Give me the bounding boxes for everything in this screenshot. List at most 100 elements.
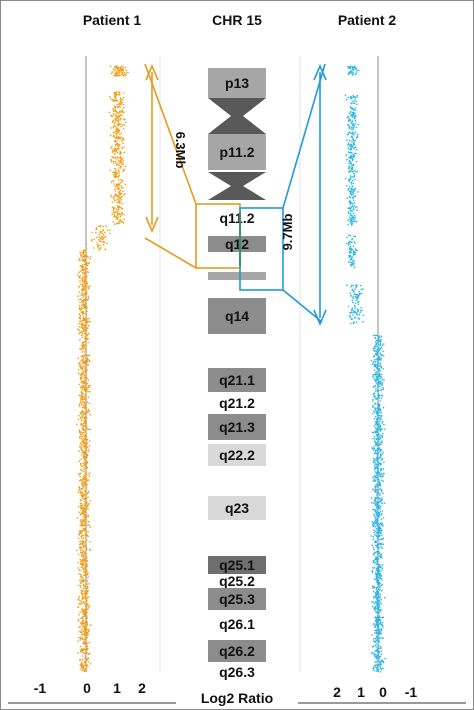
probe-point	[352, 314, 354, 316]
probe-point	[79, 645, 82, 648]
probe-point	[87, 288, 90, 290]
probe-point	[85, 539, 88, 542]
probe-point	[376, 531, 378, 533]
probe-point	[79, 317, 82, 320]
probe-point	[345, 242, 348, 245]
probe-point	[381, 660, 384, 663]
probe-point	[378, 659, 380, 661]
probe-point	[116, 187, 119, 190]
probe-point	[84, 302, 86, 304]
probe-point	[81, 451, 83, 454]
probe-point	[77, 598, 80, 601]
probe-point	[78, 613, 80, 616]
probe-point	[78, 431, 81, 433]
probe-point	[382, 474, 384, 476]
probe-point	[352, 296, 354, 298]
probe-point	[84, 528, 87, 530]
probe-point	[376, 418, 378, 420]
probe-point	[88, 630, 90, 632]
probe-point	[353, 195, 356, 198]
probe-point	[86, 428, 89, 430]
probe-point	[118, 186, 120, 188]
probe-point	[98, 249, 100, 251]
probe-point	[345, 185, 348, 187]
probe-point	[381, 622, 384, 624]
probe-point	[84, 465, 87, 468]
probe-point	[123, 74, 125, 76]
probe-point	[376, 579, 378, 582]
probe-point	[115, 162, 117, 165]
probe-point	[80, 366, 82, 369]
probe-point	[350, 144, 353, 147]
probe-point	[86, 401, 89, 404]
probe-point	[116, 163, 119, 166]
probe-point	[380, 411, 382, 413]
patient-1-scatter	[75, 65, 129, 673]
probe-point	[380, 650, 383, 652]
probe-point	[379, 453, 382, 456]
probe-point	[81, 555, 84, 557]
axis-tick-label: 1	[113, 680, 121, 696]
probe-point	[377, 628, 380, 630]
probe-point	[120, 65, 123, 68]
probe-point	[83, 351, 85, 353]
probe-point	[381, 567, 384, 569]
probe-point	[376, 460, 379, 462]
probe-point	[382, 388, 385, 391]
probe-point	[376, 483, 379, 486]
probe-point	[115, 150, 117, 152]
probe-point	[77, 372, 80, 375]
probe-point	[85, 520, 87, 522]
probe-point	[121, 124, 124, 126]
probe-point	[83, 441, 86, 444]
probe-point	[379, 455, 382, 458]
probe-point	[82, 347, 85, 350]
band-shape	[208, 68, 266, 98]
probe-point	[119, 189, 122, 192]
probe-point	[85, 563, 88, 566]
probe-point	[114, 199, 117, 201]
probe-point	[78, 394, 81, 397]
probe-point	[85, 549, 88, 551]
probe-point	[85, 472, 87, 475]
probe-point	[81, 512, 83, 515]
probe-point	[350, 170, 352, 172]
chromosome-band: q25.2	[219, 573, 255, 589]
probe-point	[88, 652, 91, 655]
probe-point	[373, 447, 376, 450]
probe-point	[377, 558, 380, 560]
probe-point	[382, 616, 385, 619]
probe-point	[84, 574, 86, 576]
probe-point	[83, 396, 85, 398]
probe-point	[84, 423, 87, 425]
probe-point	[377, 637, 380, 639]
probe-point	[85, 262, 87, 265]
probe-point	[120, 117, 122, 120]
probe-point	[116, 151, 119, 154]
probe-point	[372, 522, 375, 524]
probe-point	[114, 195, 116, 198]
probe-point	[81, 631, 83, 633]
probe-point	[83, 341, 85, 344]
probe-point	[84, 608, 86, 611]
patient-2-size-label: 9.7Mb	[280, 214, 295, 251]
probe-point	[80, 560, 82, 563]
probe-point	[375, 521, 378, 523]
band-label: p13	[225, 75, 249, 91]
probe-point	[81, 256, 84, 259]
probe-point	[82, 363, 84, 365]
probe-point	[80, 537, 83, 539]
probe-point	[79, 664, 81, 666]
probe-point	[82, 322, 84, 324]
probe-point	[118, 137, 120, 139]
probe-point	[84, 502, 86, 505]
probe-point	[81, 300, 84, 302]
probe-point	[380, 530, 383, 532]
probe-point	[376, 598, 379, 601]
probe-point	[80, 465, 83, 468]
probe-point	[382, 350, 384, 353]
probe-point	[116, 130, 119, 132]
probe-point	[352, 131, 354, 133]
probe-point	[347, 147, 350, 149]
probe-point	[78, 332, 80, 335]
